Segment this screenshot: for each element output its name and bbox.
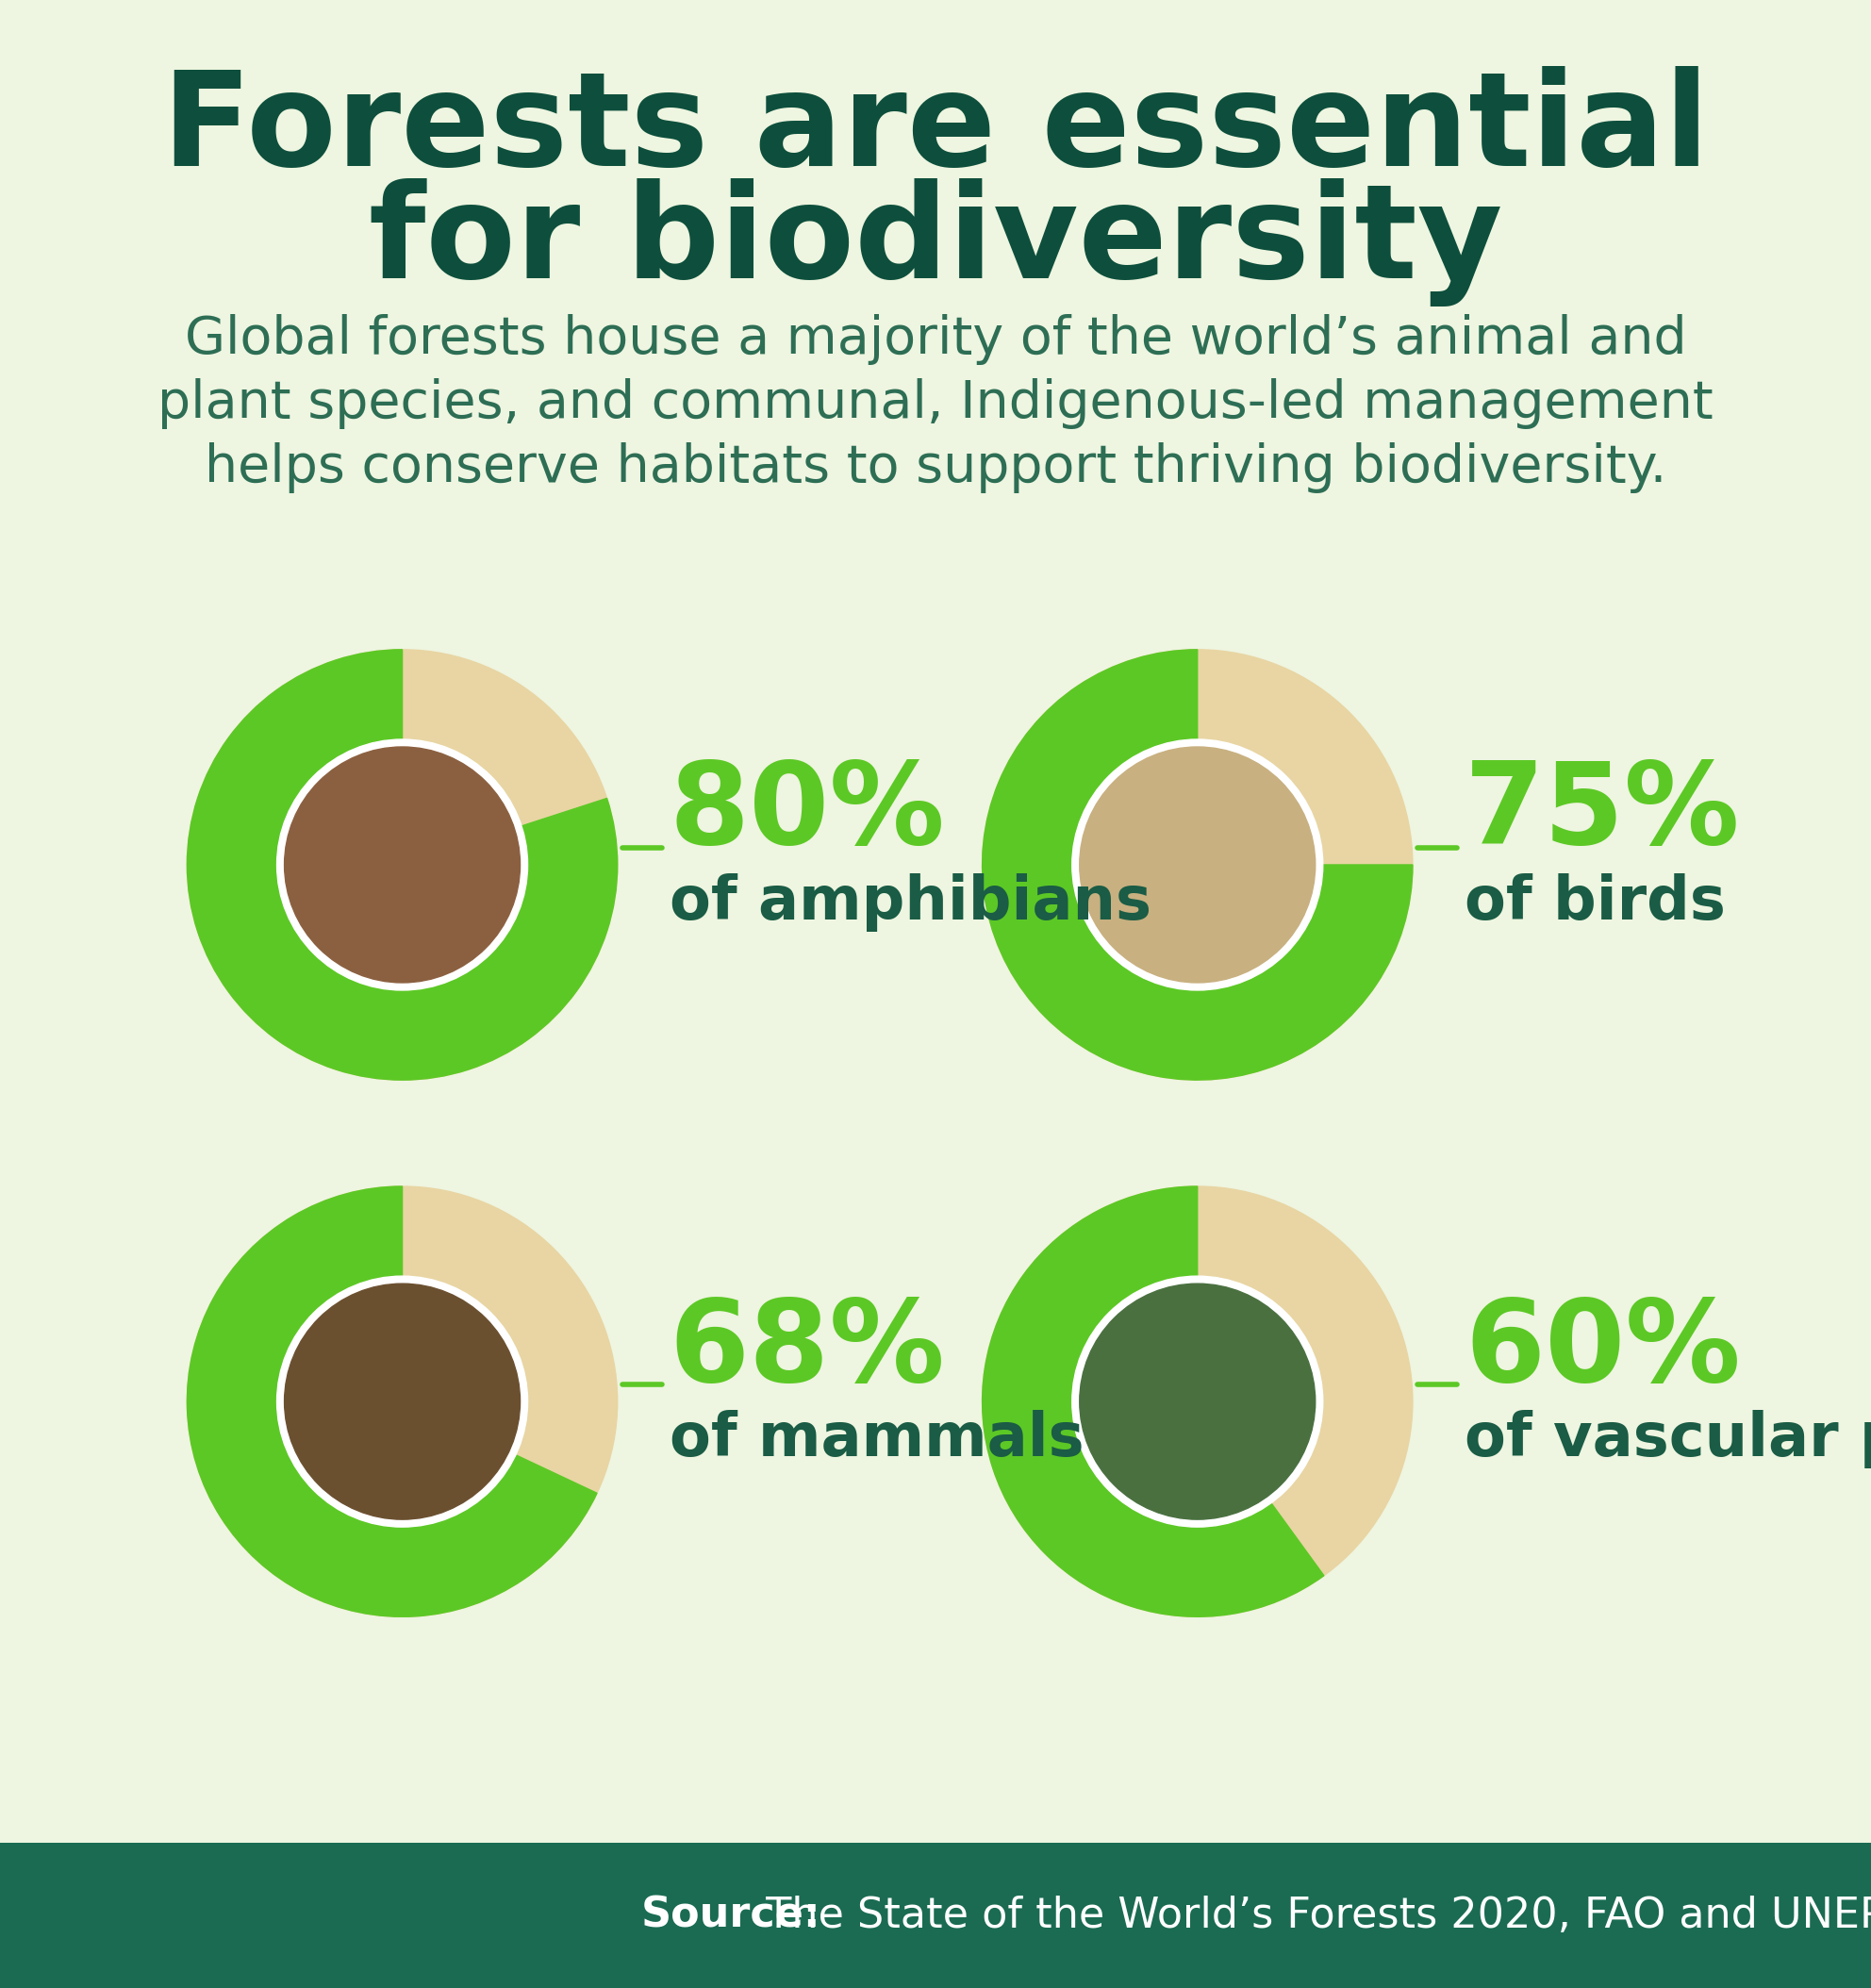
Circle shape [284,1284,520,1519]
Circle shape [1072,740,1323,990]
Text: 80%: 80% [670,757,945,869]
Text: of amphibians: of amphibians [670,873,1151,932]
Text: of birds: of birds [1465,873,1725,932]
Circle shape [277,740,528,990]
Circle shape [187,1187,617,1616]
Text: of mammals: of mammals [670,1409,1083,1469]
Circle shape [982,1187,1413,1616]
Text: for biodiversity: for biodiversity [369,179,1502,306]
Text: plant species, and communal, Indigenous-led management: plant species, and communal, Indigenous-… [157,378,1714,429]
Circle shape [1072,1276,1323,1527]
Text: 75%: 75% [1465,757,1740,869]
Circle shape [277,1276,528,1527]
Text: Forests are essential: Forests are essential [163,66,1708,193]
Text: helps conserve habitats to support thriving biodiversity.: helps conserve habitats to support thriv… [204,441,1667,493]
Text: 60%: 60% [1465,1294,1740,1406]
Text: Source:: Source: [642,1895,821,1936]
Wedge shape [982,1187,1325,1616]
Wedge shape [982,650,1413,1079]
Circle shape [187,650,617,1079]
Text: The State of the World’s Forests 2020, FAO and UNEP: The State of the World’s Forests 2020, F… [752,1895,1871,1936]
Circle shape [284,747,520,982]
Circle shape [1080,1284,1315,1519]
Text: Global forests house a majority of the world’s animal and: Global forests house a majority of the w… [185,314,1686,366]
Bar [0,1843,1871,1988]
Circle shape [1080,747,1315,982]
Circle shape [982,650,1413,1079]
Text: 68%: 68% [670,1294,945,1406]
Wedge shape [187,1187,597,1616]
Text: of vascular plants: of vascular plants [1465,1409,1871,1469]
Wedge shape [187,650,617,1079]
